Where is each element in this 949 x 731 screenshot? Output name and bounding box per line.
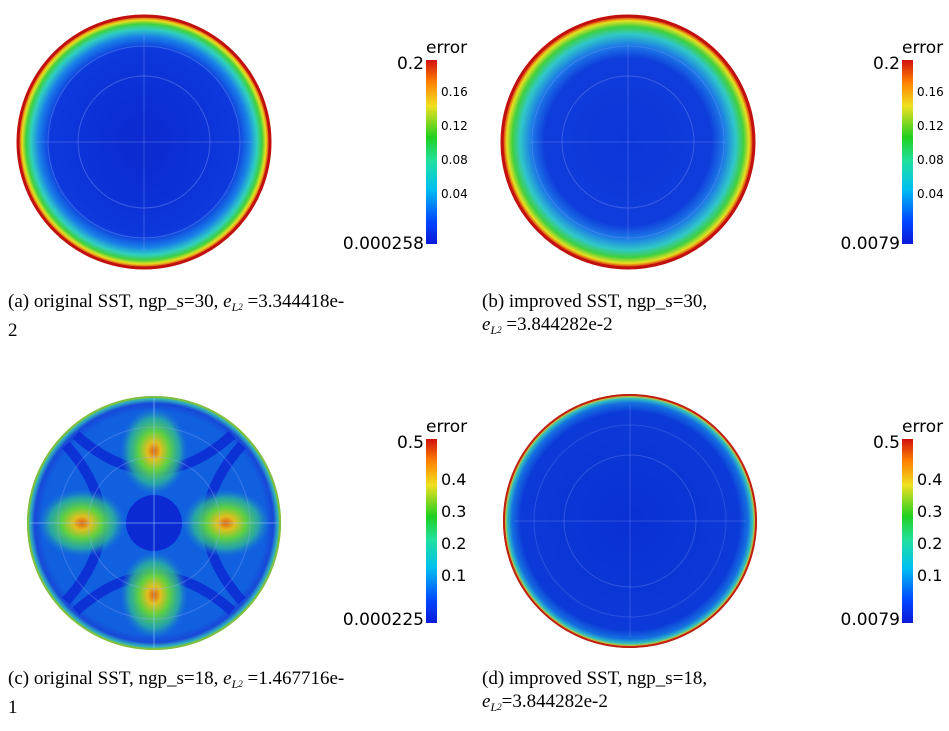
symbol-e: e (482, 691, 491, 712)
caption-text: (c) original SST, ngp_s=18, (8, 668, 224, 689)
colorbar-title: error (426, 38, 468, 58)
colorbar-tick: 0.3 (441, 502, 467, 521)
caption-text: (b) improved SST, ngp_s=30, (482, 291, 708, 312)
colorbar-tick: 0.3 (917, 502, 943, 521)
error-contour-plot-a (16, 14, 272, 270)
caption-d: (d) improved SST, ngp_s=18, eL2=3.844282… (482, 667, 812, 719)
colorbar-tick: 0.16 (917, 85, 944, 99)
panel-b: error 0.2 0.16 0.12 0.08 0.04 0.0079 (b)… (474, 0, 949, 365)
colorbar-tick: 0.16 (441, 85, 468, 99)
colorbar-min-label: 0.000258 (342, 234, 424, 254)
symbol-e: e (223, 668, 232, 689)
colorbar-min-label: 0.000225 (342, 610, 424, 630)
colorbar-max-label: 0.2 (872, 54, 900, 74)
caption-value: =3.344418e- (242, 291, 345, 312)
caption-value: =1.467716e- (242, 668, 345, 689)
colorbar-tick: 0.2 (441, 534, 467, 553)
colorbar (426, 439, 437, 623)
caption-text: (a) original SST, ngp_s=30, (8, 291, 224, 312)
subscript-2: 2 (238, 679, 243, 689)
colorbar-tick: 0.12 (917, 119, 944, 133)
subscript-l: L (231, 677, 239, 691)
panel-d: error 0.5 0.4 0.3 0.2 0.1 0.0079 (d) imp… (474, 365, 949, 731)
caption-line2: 1 (8, 697, 18, 718)
colorbar-tick: 0.04 (441, 187, 468, 201)
subscript-l: L (231, 300, 239, 314)
caption-value: =3.844282e-2 (501, 314, 613, 335)
colorbar-tick: 0.1 (441, 566, 467, 585)
caption-a: (a) original SST, ngp_s=30, eL2 =3.34441… (8, 290, 478, 342)
colorbar (902, 60, 913, 244)
caption-value: =3.844282e-2 (501, 691, 608, 712)
colorbar-title: error (902, 417, 944, 437)
error-contour-plot-c (27, 396, 281, 650)
colorbar-tick: 0.4 (917, 470, 943, 489)
subscript-2: 2 (238, 302, 243, 312)
colorbar-max-label: 0.5 (396, 433, 424, 453)
colorbar-min-label: 0.0079 (840, 234, 900, 254)
colorbar (902, 439, 913, 623)
subscript-2: 2 (497, 702, 502, 712)
colorbar-title: error (426, 417, 468, 437)
colorbar-max-label: 0.2 (396, 54, 424, 74)
panel-c: error 0.5 0.4 0.3 0.2 0.1 0.000225 (c) o… (0, 365, 474, 731)
colorbar-tick: 0.04 (917, 187, 944, 201)
colorbar-tick: 0.12 (441, 119, 468, 133)
colorbar-tick: 0.2 (917, 534, 943, 553)
subscript-2: 2 (497, 325, 502, 335)
subscript-l: L (490, 323, 498, 337)
symbol-e: e (223, 291, 232, 312)
caption-c: (c) original SST, ngp_s=18, eL2 =1.46771… (8, 667, 478, 719)
symbol-e: e (482, 314, 491, 335)
subscript-l: L (490, 700, 498, 714)
panel-a: error 0.2 0.16 0.12 0.08 0.04 0.000258 (… (0, 0, 474, 365)
colorbar-tick: 0.1 (917, 566, 943, 585)
colorbar-tick: 0.08 (917, 153, 944, 167)
caption-b: (b) improved SST, ngp_s=30, eL2 =3.84428… (482, 290, 812, 342)
caption-text: (d) improved SST, ngp_s=18, (482, 668, 708, 689)
colorbar-max-label: 0.5 (872, 433, 900, 453)
error-contour-plot-d (503, 394, 757, 648)
error-contour-plot-b (500, 14, 756, 270)
colorbar-min-label: 0.0079 (840, 610, 900, 630)
colorbar-tick: 0.4 (441, 470, 467, 489)
colorbar-title: error (902, 38, 944, 58)
colorbar-tick: 0.08 (441, 153, 468, 167)
caption-line2: 2 (8, 320, 18, 341)
colorbar (426, 60, 437, 244)
